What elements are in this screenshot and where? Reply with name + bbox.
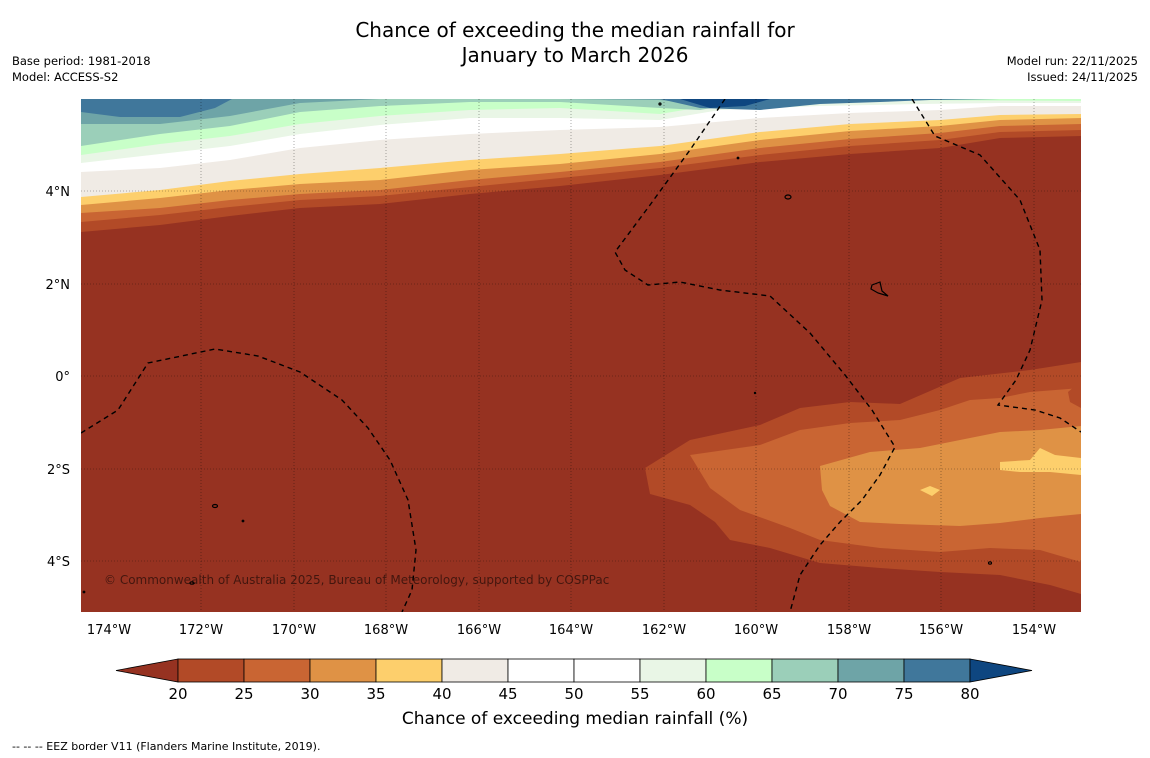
colorbar-segment [243, 658, 311, 683]
band-75-80 [81, 99, 740, 124]
band-65-70 [81, 99, 1081, 155]
colorbar-tick: 60 [696, 685, 715, 700]
colorbar-tick: 50 [564, 685, 583, 700]
colorbar-label: Chance of exceeding median rainfall (%) [401, 709, 749, 729]
colorbar-tick: 65 [762, 685, 781, 700]
map-title: Chance of exceeding the median rainfall … [0, 18, 1150, 68]
colorbar-extend-low [115, 658, 179, 683]
colorbar-tick: 75 [894, 685, 913, 700]
se-band-35-40 [820, 426, 1081, 526]
colorbar-ticks: 20 25 30 35 40 45 50 55 60 65 70 75 80 [168, 685, 979, 700]
colorbar-tick: 30 [300, 685, 319, 700]
rainfall-map: © Commonwealth of Australia 2025, Bureau… [81, 99, 1081, 612]
lon-label: 172°W [179, 623, 223, 638]
colorbar-segment [309, 658, 377, 683]
lon-label: 154°W [1012, 623, 1056, 638]
base-period: Base period: 1981-2018 [12, 54, 151, 68]
lon-axis-labels: 174°W 172°W 170°W 168°W 166°W 164°W 162°… [87, 623, 1056, 638]
eez-borders [81, 99, 1081, 612]
colorbar-tick: 20 [168, 685, 187, 700]
colorbar-tick: 40 [432, 685, 451, 700]
model-run: Model run: 22/11/2025 [1006, 54, 1138, 68]
lon-label: 168°W [364, 623, 408, 638]
meta-right: Model run: 22/11/2025 Issued: 24/11/2025 [1007, 53, 1138, 85]
lat-label: 2°N [46, 278, 71, 293]
colorbar-tick: 35 [366, 685, 385, 700]
eez-footnote: -- -- -- EEZ border V11 (Flanders Marine… [12, 740, 321, 753]
lon-label: 170°W [272, 623, 316, 638]
band-dark-blue [680, 99, 770, 108]
colorbar-segment [507, 658, 575, 683]
lat-label: 4°S [47, 555, 70, 570]
colorbar-tick: 25 [234, 685, 253, 700]
colorbar-tick: 80 [960, 685, 979, 700]
eez-border-north [614, 99, 896, 612]
islands [82, 102, 993, 594]
lon-label: 160°W [734, 623, 778, 638]
title-line-1: Chance of exceeding the median rainfall … [355, 18, 795, 42]
lon-label: 162°W [642, 623, 686, 638]
lon-label: 166°W [457, 623, 501, 638]
se-band-40-45-small [920, 486, 940, 496]
colorbar-segment [441, 658, 509, 683]
colorbar-segment [837, 658, 905, 683]
colorbar-segment [639, 658, 707, 683]
lat-axis-labels: 4°N 2°N 0° 2°S 4°S [46, 185, 71, 570]
colorbar-segment [705, 658, 773, 683]
meta-left: Base period: 1981-2018 Model: ACCESS-S2 [12, 53, 151, 85]
colorbar-segment [375, 658, 443, 683]
colorbar-segment [177, 658, 245, 683]
model-name: Model: ACCESS-S2 [12, 70, 119, 84]
colorbar-tick: 45 [498, 685, 517, 700]
lon-label: 164°W [549, 623, 593, 638]
lat-label: 2°S [47, 463, 70, 478]
eez-border-west [81, 348, 417, 612]
issued-date: Issued: 24/11/2025 [1027, 70, 1138, 84]
colorbar-segment [771, 658, 839, 683]
colorbar-tick: 70 [828, 685, 847, 700]
eez-border-east [911, 99, 1081, 433]
band-80-plus [81, 99, 232, 117]
colorbar-tick: 55 [630, 685, 649, 700]
lat-label: 4°N [46, 185, 71, 200]
lon-label: 156°W [919, 623, 963, 638]
colorbar [115, 658, 1033, 683]
colorbar-segment [903, 658, 971, 683]
se-band-40-45 [1000, 448, 1081, 475]
east-band-25-30 [1068, 381, 1081, 408]
title-line-2: January to March 2026 [461, 43, 689, 67]
colorbar-segment [573, 658, 641, 683]
copyright-watermark: © Commonwealth of Australia 2025, Bureau… [104, 573, 609, 587]
colorbar-extend-high [969, 658, 1033, 683]
lon-label: 158°W [827, 623, 871, 638]
map-figure: © Commonwealth of Australia 2025, Bureau… [46, 99, 1081, 700]
lon-label: 174°W [87, 623, 131, 638]
lat-label: 0° [55, 370, 70, 385]
